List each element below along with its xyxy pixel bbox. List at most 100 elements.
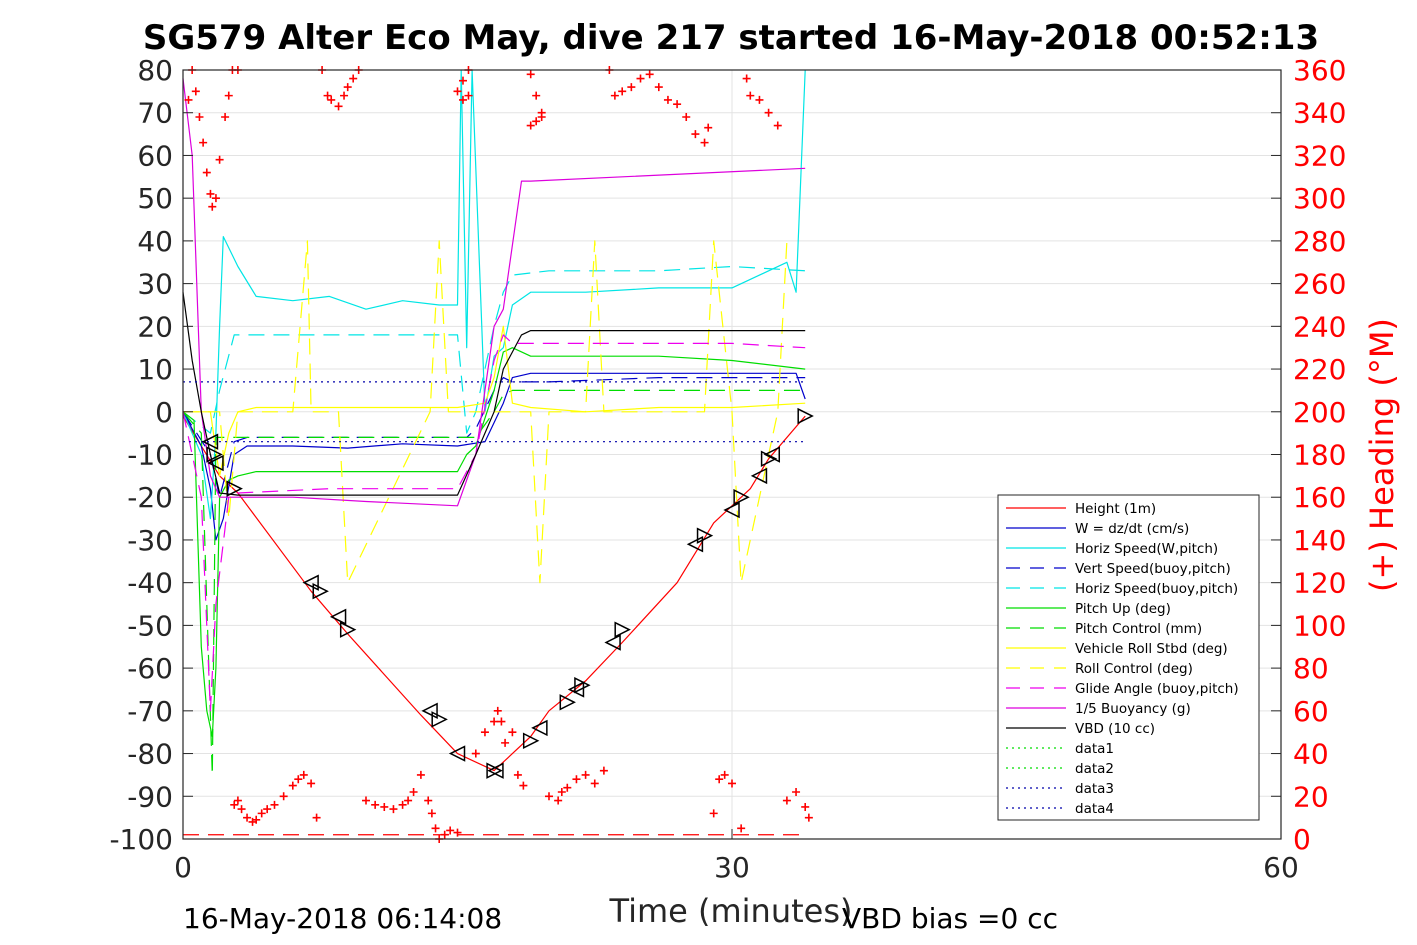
heading-point <box>519 781 528 790</box>
heading-point <box>458 76 467 85</box>
triangle-marker <box>567 681 585 698</box>
triangle-marker <box>614 621 631 638</box>
right-tick-label: 300 <box>1293 182 1346 215</box>
left-tick-label: 60 <box>137 139 173 172</box>
triangle-marker <box>696 527 714 544</box>
right-tick-label: 320 <box>1293 139 1346 172</box>
right-tick-label: 40 <box>1293 738 1329 771</box>
series-line-0 <box>182 415 806 772</box>
left-tick-label: -100 <box>109 823 173 856</box>
triangle-markers <box>201 407 814 779</box>
heading-point <box>233 796 242 805</box>
heading-point <box>307 779 316 788</box>
right-tick-label: 340 <box>1293 97 1346 130</box>
triangle-marker <box>574 676 591 694</box>
heading-point <box>362 796 370 805</box>
heading-point <box>801 802 810 811</box>
heading-point <box>270 800 279 809</box>
legend-entry-label: data1 <box>1075 741 1114 757</box>
heading-point <box>526 70 535 79</box>
heading-point <box>464 91 473 100</box>
legend-entry-label: data3 <box>1075 781 1114 797</box>
heading-point <box>773 121 782 130</box>
heading-point <box>202 168 211 177</box>
left-tick-label: -90 <box>127 780 173 813</box>
right-tick-label: 360 <box>1293 54 1346 87</box>
right-axis-ticks: 3603403203002802602402202001801601401201… <box>1271 54 1346 856</box>
heading-point <box>720 770 729 779</box>
heading-point <box>446 826 455 835</box>
right-tick-label: 20 <box>1293 780 1329 813</box>
triangle-marker <box>531 719 548 737</box>
heading-point <box>191 87 200 96</box>
right-tick-label: 200 <box>1293 396 1346 429</box>
right-tick-label: 100 <box>1293 609 1346 642</box>
heading-point <box>349 74 358 83</box>
left-tick-label: 70 <box>137 97 173 130</box>
legend-entry-label: Horiz Speed(buoy,pitch) <box>1075 581 1238 597</box>
right-tick-label: 160 <box>1293 481 1346 514</box>
left-tick-label: 40 <box>137 225 173 258</box>
series-line-6 <box>182 389 806 776</box>
heading-point <box>221 112 230 121</box>
heading-point <box>195 112 204 121</box>
heading-point <box>230 800 239 809</box>
heading-point <box>327 95 336 104</box>
triangle-marker <box>312 582 329 600</box>
heading-point <box>440 830 449 839</box>
heading-point <box>537 112 546 121</box>
heading-point <box>663 95 672 104</box>
heading-point <box>563 783 572 792</box>
heading-points <box>184 66 813 843</box>
right-tick-label: 260 <box>1293 268 1346 301</box>
x-tick-label: 0 <box>174 851 192 884</box>
legend-entry-label: Height (1m) <box>1075 501 1156 517</box>
triangle-marker <box>207 454 224 472</box>
series-line-4 <box>182 265 806 434</box>
series-line-11 <box>182 292 806 496</box>
heading-point <box>252 815 261 824</box>
heading-point <box>343 83 352 92</box>
heading-point <box>610 91 619 100</box>
heading-point <box>424 796 433 805</box>
series-line-8 <box>183 240 788 584</box>
series-line-10 <box>182 78 806 507</box>
heading-point <box>224 91 233 100</box>
heading-point <box>323 91 332 100</box>
left-tick-label: -50 <box>127 609 173 642</box>
right-tick-label: 140 <box>1293 524 1346 557</box>
right-tick-label: 120 <box>1293 567 1346 600</box>
triangle-marker <box>448 745 466 762</box>
heading-point <box>334 102 343 111</box>
heading-point <box>704 123 713 132</box>
triangle-marker <box>201 433 219 450</box>
heading-point <box>782 796 791 805</box>
heading-point <box>728 779 736 788</box>
series-lines <box>182 69 806 776</box>
triangle-marker <box>329 608 347 626</box>
legend-entry-label: VBD (10 cc) <box>1075 721 1155 737</box>
heading-point <box>682 112 691 121</box>
triangle-marker <box>760 450 778 467</box>
legend: Height (1m) W = dz/dt (cm/s) Horiz Speed(W… <box>997 494 1260 821</box>
heading-point <box>742 74 751 83</box>
heading-point <box>526 121 535 130</box>
left-tick-label: 20 <box>137 310 173 343</box>
triangle-marker <box>302 574 319 591</box>
heading-point <box>471 749 480 758</box>
heading-point <box>804 813 813 822</box>
series-line-7 <box>183 325 806 477</box>
heading-point <box>764 108 773 117</box>
left-tick-label: -20 <box>127 481 173 514</box>
heading-point <box>746 91 755 100</box>
heading-point <box>636 74 645 83</box>
triangle-marker <box>339 621 357 638</box>
legend-entry-label: data2 <box>1075 761 1114 777</box>
heading-point <box>299 770 308 779</box>
legend-box <box>997 494 1260 821</box>
heading-point <box>709 809 718 818</box>
triangle-marker <box>723 501 740 519</box>
right-tick-label: 180 <box>1293 439 1346 472</box>
legend-entry-label: Vehicle Roll Stbd (deg) <box>1075 641 1228 657</box>
